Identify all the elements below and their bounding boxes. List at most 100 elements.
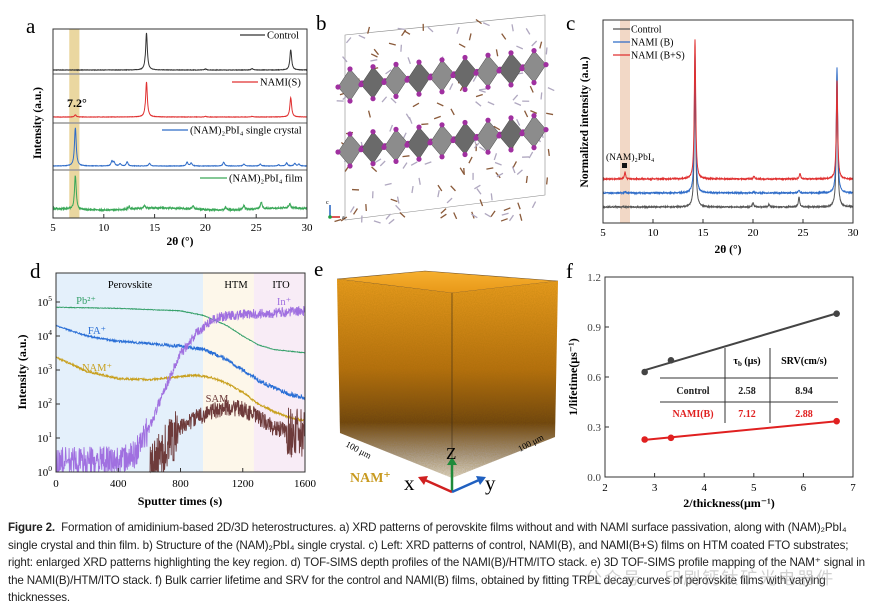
organic-cation-bond [389, 124, 394, 132]
iodide-atom [543, 62, 549, 68]
depth-profile-3 [55, 305, 306, 473]
legend-label: (NAM)₂PbI₄ film [229, 174, 303, 185]
organic-cation-bond [412, 102, 420, 108]
organic-cation-bond [531, 201, 537, 209]
y-tick-label: 104 [37, 328, 52, 343]
pbi6-octahedron [498, 52, 524, 86]
organic-cation-bond [496, 172, 504, 178]
organic-cation-bond [342, 56, 348, 63]
organic-cation-bond [546, 177, 549, 185]
xrd-pattern-1 [52, 81, 308, 119]
pbi6-octahedron [360, 131, 386, 165]
organic-cation-bond [547, 87, 555, 92]
fit-line-0 [644, 312, 837, 372]
panel-c: Control NAMI (B) NAMI (B+S) 5 10 15 20 25 30 (NAM… [579, 19, 860, 256]
panel-a: Control NAMI(S) (NAM)₂PbI₄ single crystal (… [32, 28, 314, 248]
y-tick-exponent: 4 [48, 328, 52, 337]
organic-cation-bond [411, 185, 414, 194]
panel-labels: a b c d e f [26, 11, 575, 283]
series-label: FA⁺ [88, 326, 106, 337]
cube-texture [452, 281, 558, 478]
x-axis-title: Sputter times (s) [138, 494, 222, 508]
iodide-atom [508, 115, 514, 121]
pbi6-octahedron [521, 115, 547, 149]
iodide-atom [416, 59, 422, 65]
iodide-atom [496, 68, 502, 74]
legend-label: Control [267, 31, 299, 42]
organic-cation-bond [494, 161, 502, 166]
organic-cation-bond [371, 166, 378, 173]
panel-label-d: d [30, 259, 41, 283]
organic-cation-bond [384, 182, 392, 186]
organic-cation-bond [495, 171, 501, 179]
organic-cation-bond [468, 156, 473, 164]
highlight-band [620, 20, 630, 223]
z-arrow-head [447, 457, 457, 465]
x-tick-label: 7 [850, 482, 856, 494]
region-ito [253, 273, 305, 472]
organic-cation-bond [493, 153, 498, 161]
organic-cation-bond [418, 177, 421, 185]
iodide-atom [370, 161, 376, 167]
organic-cation-bond [516, 118, 521, 126]
organic-cation-bond [471, 213, 478, 219]
x-tick-label: 30 [302, 222, 314, 234]
x-tick-label: 20 [748, 227, 760, 239]
x-tick-label: 1200 [232, 478, 255, 490]
iodide-atom [462, 151, 468, 158]
organic-cation-bond [397, 27, 405, 31]
species-label: NAM⁺ [350, 471, 391, 486]
iodide-atom [450, 72, 456, 79]
iodide-atom [462, 54, 468, 61]
panel-label-e: e [314, 257, 323, 281]
organic-cation-bond [424, 161, 432, 165]
organic-cation-bond [472, 75, 478, 82]
organic-cation-bond [421, 123, 429, 126]
panel-label-c: c [566, 11, 575, 35]
organic-cation-bond [528, 151, 534, 159]
x-tick-label: 6 [801, 482, 807, 494]
xrd-pattern-1 [602, 52, 854, 196]
iodide-atom [427, 140, 433, 146]
organic-cation-bond [511, 166, 516, 174]
organic-cation-bond [396, 196, 400, 204]
pbi6-octahedron [475, 54, 501, 88]
y-tick-label: 0.9 [587, 322, 601, 334]
y-tick-label: 1.2 [587, 272, 601, 284]
x-tick-label: 2 [602, 482, 608, 494]
legend-label: NAMI (B+S) [631, 51, 685, 62]
organic-cation-bond [476, 188, 482, 195]
organic-cation-bond [495, 49, 499, 57]
organic-cation-bond [334, 218, 342, 223]
iodide-atom [347, 163, 353, 169]
table-cell-srv: 2.88 [795, 409, 813, 420]
pbi6-octahedron [383, 63, 409, 97]
y-tick-label: 0.6 [587, 372, 601, 384]
organic-cation-bond [450, 108, 455, 116]
caption-text: Formation of amidinium-based 2D/3D heter… [8, 521, 865, 605]
organic-cation-bond [484, 212, 492, 218]
organic-cation-bond [367, 110, 371, 118]
depth-profile-2 [55, 356, 306, 423]
organic-cation-bond [490, 193, 493, 201]
x-tick-label: 25 [798, 227, 810, 239]
organic-cation-bond [437, 190, 440, 198]
organic-cation-bond [479, 199, 484, 207]
pbi6-octahedron [521, 50, 547, 84]
legend-label: (NAM)₂PbI₄ single crystal [190, 126, 302, 137]
x-tick-label: 30 [848, 227, 860, 239]
organic-cation-bond [427, 26, 434, 33]
organic-cation-bond [511, 24, 514, 32]
x-tick-label: 15 [698, 227, 710, 239]
organic-cation-bond [401, 29, 407, 37]
iodide-atom [393, 93, 399, 99]
iodide-atom [370, 129, 376, 135]
results-table: τb (μs) SRV(cm/s) Control 2.58 8.94 NAMI(B) 7.… [660, 348, 838, 423]
iodide-atom [508, 82, 514, 88]
organic-cation-bond [478, 146, 486, 152]
iodide-atom [347, 66, 353, 72]
xrd-pattern-0 [602, 67, 854, 210]
iodide-atom [508, 50, 514, 56]
iodide-atom [427, 75, 433, 81]
